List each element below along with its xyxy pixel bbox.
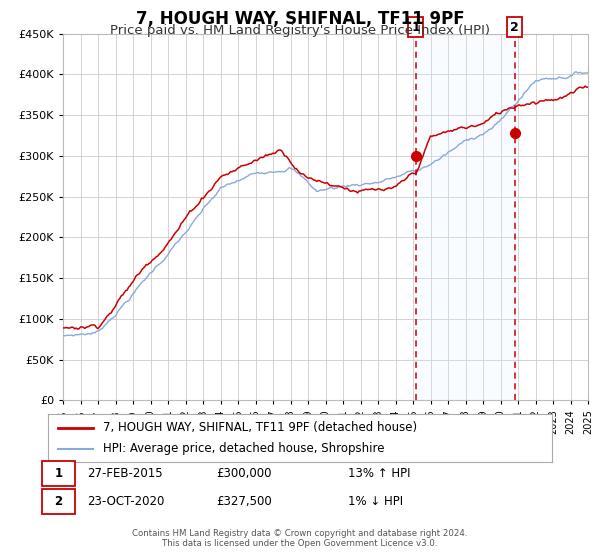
Text: 1% ↓ HPI: 1% ↓ HPI [348, 495, 403, 508]
Text: 2: 2 [510, 21, 519, 34]
Text: £327,500: £327,500 [216, 495, 272, 508]
Bar [416, 34, 515, 400]
Text: 7, HOUGH WAY, SHIFNAL, TF11 9PF (detached house): 7, HOUGH WAY, SHIFNAL, TF11 9PF (detache… [103, 421, 418, 434]
Text: 1: 1 [55, 467, 62, 480]
Text: £300,000: £300,000 [216, 467, 271, 480]
Text: 23-OCT-2020: 23-OCT-2020 [87, 495, 164, 508]
Text: Price paid vs. HM Land Registry's House Price Index (HPI): Price paid vs. HM Land Registry's House … [110, 24, 490, 36]
Text: 27-FEB-2015: 27-FEB-2015 [87, 467, 163, 480]
Text: HPI: Average price, detached house, Shropshire: HPI: Average price, detached house, Shro… [103, 442, 385, 455]
Text: This data is licensed under the Open Government Licence v3.0.: This data is licensed under the Open Gov… [163, 539, 437, 548]
Text: 1: 1 [411, 21, 420, 34]
Text: 13% ↑ HPI: 13% ↑ HPI [348, 467, 410, 480]
Text: 2: 2 [55, 495, 62, 508]
Text: Contains HM Land Registry data © Crown copyright and database right 2024.: Contains HM Land Registry data © Crown c… [132, 529, 468, 538]
Text: 7, HOUGH WAY, SHIFNAL, TF11 9PF: 7, HOUGH WAY, SHIFNAL, TF11 9PF [136, 10, 464, 28]
